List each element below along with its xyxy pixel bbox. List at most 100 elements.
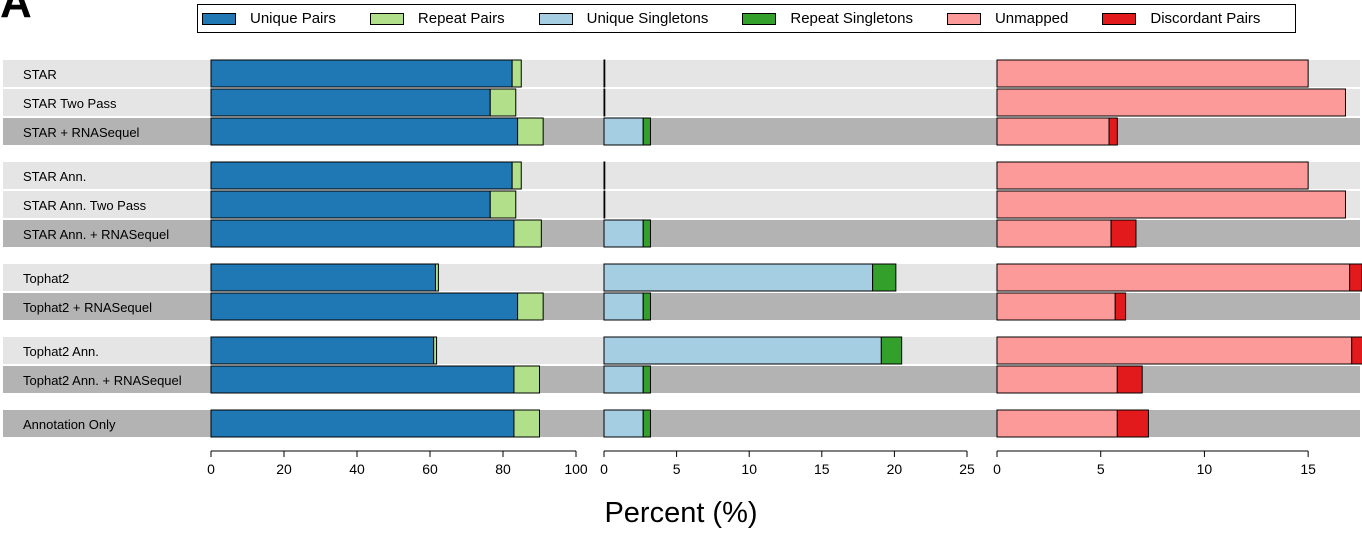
row-band-annotation-only	[3, 410, 1360, 437]
bar-unique-singletons-star-ann	[603, 161, 606, 190]
bar-unique-singletons-star-ann-two-pass	[603, 190, 606, 219]
category-label: STAR	[23, 67, 57, 82]
legend-swatch	[369, 12, 404, 25]
x-tick-label: 10	[1197, 461, 1213, 477]
panel-label: A	[0, 0, 32, 27]
bar-unique-singletons-tophat2-ann	[603, 336, 882, 365]
bar-unique-singletons-star	[603, 59, 606, 88]
bar-unique-singletons-annotation-only	[603, 409, 644, 438]
x-axis-label: Percent (%)	[604, 497, 758, 529]
legend-swatch	[742, 12, 777, 25]
bar-unique-pairs-star-two-pass	[210, 88, 491, 117]
x-tick-label: 0	[600, 461, 608, 477]
bar-unique-singletons-tophat2	[603, 263, 874, 292]
bar-repeat-singletons-tophat2	[872, 263, 897, 292]
category-label: STAR Two Pass	[23, 96, 117, 111]
bar-discordant-pairs-star-rnasequel	[1108, 117, 1118, 146]
bar-unmapped-tophat2	[996, 263, 1351, 292]
bar-repeat-pairs-tophat2	[434, 263, 439, 292]
bar-repeat-singletons-tophat2-ann-rnasequel	[642, 365, 651, 394]
bar-repeat-singletons-star-rnasequel	[642, 117, 651, 146]
x-tick-label: 10	[741, 461, 757, 477]
legend-label: Unmapped	[994, 10, 1069, 27]
bar-unique-pairs-tophat2-ann	[210, 336, 435, 365]
bar-repeat-pairs-star-ann-two-pass	[489, 190, 517, 219]
legend-swatch	[946, 12, 981, 25]
bar-unique-singletons-star-rnasequel	[603, 117, 644, 146]
category-label: Tophat2 + RNASequel	[23, 300, 152, 315]
bar-unique-singletons-tophat2-rnasequel	[603, 292, 644, 321]
bar-repeat-pairs-tophat2-rnasequel	[517, 292, 544, 321]
x-tick-label: 15	[1300, 461, 1316, 477]
bar-unique-pairs-star-ann-two-pass	[210, 190, 491, 219]
legend-item-discordant-pairs: Discordant Pairs	[1102, 10, 1260, 27]
bar-unique-pairs-tophat2-ann-rnasequel	[210, 365, 515, 394]
bar-unmapped-tophat2-ann-rnasequel	[996, 365, 1118, 394]
bar-repeat-pairs-star-two-pass	[489, 88, 517, 117]
bar-unmapped-star-rnasequel	[996, 117, 1110, 146]
bar-repeat-pairs-tophat2-ann-rnasequel	[513, 365, 541, 394]
legend-item-repeat-singletons: Repeat Singletons	[742, 10, 913, 27]
legend: Unique Pairs Repeat Pairs Unique Singlet…	[197, 4, 1296, 33]
bar-discordant-pairs-annotation-only	[1116, 409, 1149, 438]
bar-unique-pairs-tophat2	[210, 263, 436, 292]
stacked-bar-chart: STAR STAR Two Pass STAR + RNASequel STAR An…	[3, 59, 1362, 477]
legend-item-unique-singletons: Unique Singletons	[538, 10, 709, 27]
bar-unmapped-tophat2-rnasequel	[996, 292, 1116, 321]
bar-unique-pairs-star	[210, 59, 513, 88]
bar-repeat-pairs-star	[511, 59, 522, 88]
bar-repeat-singletons-tophat2-ann	[880, 336, 903, 365]
bar-repeat-singletons-annotation-only	[642, 409, 651, 438]
bar-unique-pairs-star-ann	[210, 161, 513, 190]
legend-swatch	[538, 12, 573, 25]
bar-discordant-pairs-tophat2	[1349, 263, 1362, 292]
x-tick-label: 60	[422, 461, 438, 477]
legend-label: Repeat Singletons	[790, 10, 913, 27]
category-label: STAR Ann. + RNASequel	[23, 227, 169, 242]
bar-repeat-pairs-star-ann	[511, 161, 522, 190]
legend-label: Unique Singletons	[586, 10, 709, 27]
bar-unique-singletons-star-ann-rnasequel	[603, 219, 644, 248]
bar-unique-singletons-star-two-pass	[603, 88, 606, 117]
x-tick-label: 25	[959, 461, 975, 477]
legend-item-unmapped: Unmapped	[946, 10, 1069, 27]
legend-label: Repeat Pairs	[417, 10, 505, 27]
bar-repeat-singletons-star-ann-rnasequel	[642, 219, 651, 248]
x-tick-label: 5	[1097, 461, 1105, 477]
x-tick-label: 15	[814, 461, 830, 477]
bar-discordant-pairs-tophat2-ann	[1351, 336, 1362, 365]
row-band-star-ann-rnasequel	[3, 220, 1360, 247]
bar-unmapped-annotation-only	[996, 409, 1118, 438]
legend-label: Unique Pairs	[250, 10, 336, 27]
legend-swatch	[1102, 12, 1137, 25]
bar-repeat-singletons-tophat2-rnasequel	[642, 292, 651, 321]
category-label: Annotation Only	[23, 417, 116, 432]
bar-unique-pairs-tophat2-rnasequel	[210, 292, 519, 321]
category-label: STAR Ann.	[23, 169, 86, 184]
category-label: STAR Ann. Two Pass	[23, 198, 147, 213]
bar-unique-pairs-star-ann-rnasequel	[210, 219, 515, 248]
bar-repeat-pairs-star-ann-rnasequel	[513, 219, 542, 248]
x-tick-label: 0	[207, 461, 215, 477]
legend-swatch	[202, 12, 236, 25]
x-tick-label: 0	[993, 461, 1001, 477]
bar-repeat-pairs-star-rnasequel	[517, 117, 544, 146]
x-tick-label: 20	[887, 461, 903, 477]
category-label: Tophat2 Ann.	[23, 344, 99, 359]
bar-repeat-pairs-tophat2-ann	[433, 336, 438, 365]
x-tick-label: 80	[495, 461, 511, 477]
x-tick-label: 5	[673, 461, 681, 477]
bar-unmapped-star-ann-two-pass	[996, 190, 1346, 219]
row-band-star-rnasequel	[3, 118, 1360, 145]
legend-item-unique-pairs: Unique Pairs	[202, 10, 336, 27]
row-band-tophat2-rnasequel	[3, 293, 1360, 320]
legend-item-repeat-pairs: Repeat Pairs	[369, 10, 505, 27]
bar-discordant-pairs-star-ann-rnasequel	[1110, 219, 1137, 248]
bar-unique-pairs-star-rnasequel	[210, 117, 519, 146]
bar-repeat-pairs-annotation-only	[513, 409, 541, 438]
category-label: Tophat2 Ann. + RNASequel	[23, 373, 182, 388]
bar-unmapped-star	[996, 59, 1309, 88]
bar-unmapped-star-two-pass	[996, 88, 1346, 117]
category-label: Tophat2	[23, 271, 69, 286]
x-tick-label: 40	[349, 461, 365, 477]
